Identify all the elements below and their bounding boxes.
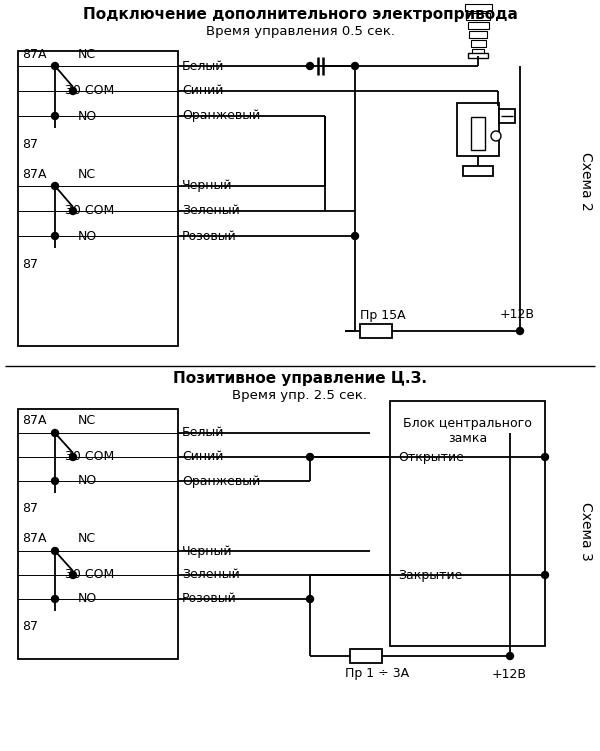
Bar bbox=[18, 51, 178, 346]
Bar bbox=[466, 13, 490, 20]
Circle shape bbox=[307, 62, 314, 70]
Text: Пр 1 ÷ 3А: Пр 1 ÷ 3А bbox=[345, 668, 409, 680]
Text: 87: 87 bbox=[22, 502, 38, 515]
Text: 87: 87 bbox=[22, 137, 38, 150]
Text: Белый: Белый bbox=[182, 427, 224, 439]
Text: NO: NO bbox=[78, 110, 97, 122]
Circle shape bbox=[352, 233, 359, 240]
Bar bbox=[471, 117, 485, 150]
Circle shape bbox=[52, 430, 59, 436]
Text: Закрытие: Закрытие bbox=[398, 569, 463, 581]
Text: Пр 15А: Пр 15А bbox=[360, 309, 406, 321]
Circle shape bbox=[352, 62, 359, 70]
Text: NO: NO bbox=[78, 593, 97, 605]
Bar bbox=[18, 409, 178, 659]
Text: 30 COM: 30 COM bbox=[65, 204, 114, 218]
Text: 87А: 87А bbox=[22, 47, 47, 61]
Text: Позитивное управление Ц.З.: Позитивное управление Ц.З. bbox=[173, 372, 427, 387]
Text: Время упр. 2.5 сек.: Время упр. 2.5 сек. bbox=[233, 388, 367, 402]
Text: Схема 3: Схема 3 bbox=[579, 502, 593, 560]
Text: Оранжевый: Оранжевый bbox=[182, 110, 260, 122]
Circle shape bbox=[70, 572, 77, 578]
Circle shape bbox=[307, 596, 314, 602]
Text: 30 COM: 30 COM bbox=[65, 85, 114, 98]
Circle shape bbox=[52, 182, 59, 189]
Text: замка: замка bbox=[448, 433, 487, 445]
Text: NO: NO bbox=[78, 230, 97, 243]
Text: Синий: Синий bbox=[182, 451, 223, 463]
Text: Черный: Черный bbox=[182, 544, 233, 557]
Text: NC: NC bbox=[78, 415, 96, 427]
Text: Блок центрального: Блок центрального bbox=[403, 417, 532, 430]
Circle shape bbox=[542, 454, 548, 460]
Text: 30 COM: 30 COM bbox=[65, 451, 114, 463]
Circle shape bbox=[52, 113, 59, 119]
Bar bbox=[470, 40, 485, 47]
Text: Подключение дополнительного электропривода: Подключение дополнительного электроприво… bbox=[83, 7, 517, 22]
Text: Открытие: Открытие bbox=[398, 451, 464, 463]
Text: 87: 87 bbox=[22, 620, 38, 634]
Bar bbox=[467, 22, 488, 29]
Circle shape bbox=[517, 327, 523, 334]
Bar bbox=[463, 166, 493, 176]
Text: Синий: Синий bbox=[182, 85, 223, 98]
Circle shape bbox=[52, 596, 59, 602]
Circle shape bbox=[52, 62, 59, 70]
Text: NC: NC bbox=[78, 47, 96, 61]
Text: Черный: Черный bbox=[182, 179, 233, 192]
Text: NC: NC bbox=[78, 167, 96, 180]
Bar bbox=[499, 109, 515, 123]
Circle shape bbox=[70, 207, 77, 215]
Bar bbox=[464, 4, 491, 11]
Text: 87: 87 bbox=[22, 258, 38, 270]
Bar bbox=[457, 103, 499, 156]
Text: Время управления 0.5 сек.: Время управления 0.5 сек. bbox=[205, 25, 395, 38]
Bar bbox=[469, 31, 487, 38]
Circle shape bbox=[52, 478, 59, 484]
Text: Схема 2: Схема 2 bbox=[579, 152, 593, 210]
Text: 30 COM: 30 COM bbox=[65, 569, 114, 581]
Text: 87А: 87А bbox=[22, 532, 47, 545]
Circle shape bbox=[491, 131, 501, 141]
Text: +12В: +12В bbox=[492, 668, 527, 680]
Text: Зеленый: Зеленый bbox=[182, 204, 240, 218]
Bar bbox=[350, 649, 382, 663]
Text: NC: NC bbox=[78, 532, 96, 545]
Text: Белый: Белый bbox=[182, 59, 224, 73]
Circle shape bbox=[70, 454, 77, 460]
Circle shape bbox=[70, 88, 77, 95]
Text: Розовый: Розовый bbox=[182, 230, 237, 243]
Bar bbox=[360, 324, 392, 338]
Circle shape bbox=[52, 547, 59, 554]
Bar bbox=[472, 49, 484, 56]
Circle shape bbox=[52, 233, 59, 240]
Text: Зеленый: Зеленый bbox=[182, 569, 240, 581]
Text: Розовый: Розовый bbox=[182, 593, 237, 605]
Circle shape bbox=[506, 653, 514, 659]
Circle shape bbox=[307, 454, 314, 460]
Circle shape bbox=[542, 572, 548, 578]
Text: +12В: +12В bbox=[500, 309, 535, 321]
Text: NO: NO bbox=[78, 475, 97, 487]
Text: 87А: 87А bbox=[22, 167, 47, 180]
Bar bbox=[468, 53, 488, 58]
Text: 87А: 87А bbox=[22, 415, 47, 427]
Text: Оранжевый: Оранжевый bbox=[182, 475, 260, 487]
Bar bbox=[390, 401, 545, 646]
